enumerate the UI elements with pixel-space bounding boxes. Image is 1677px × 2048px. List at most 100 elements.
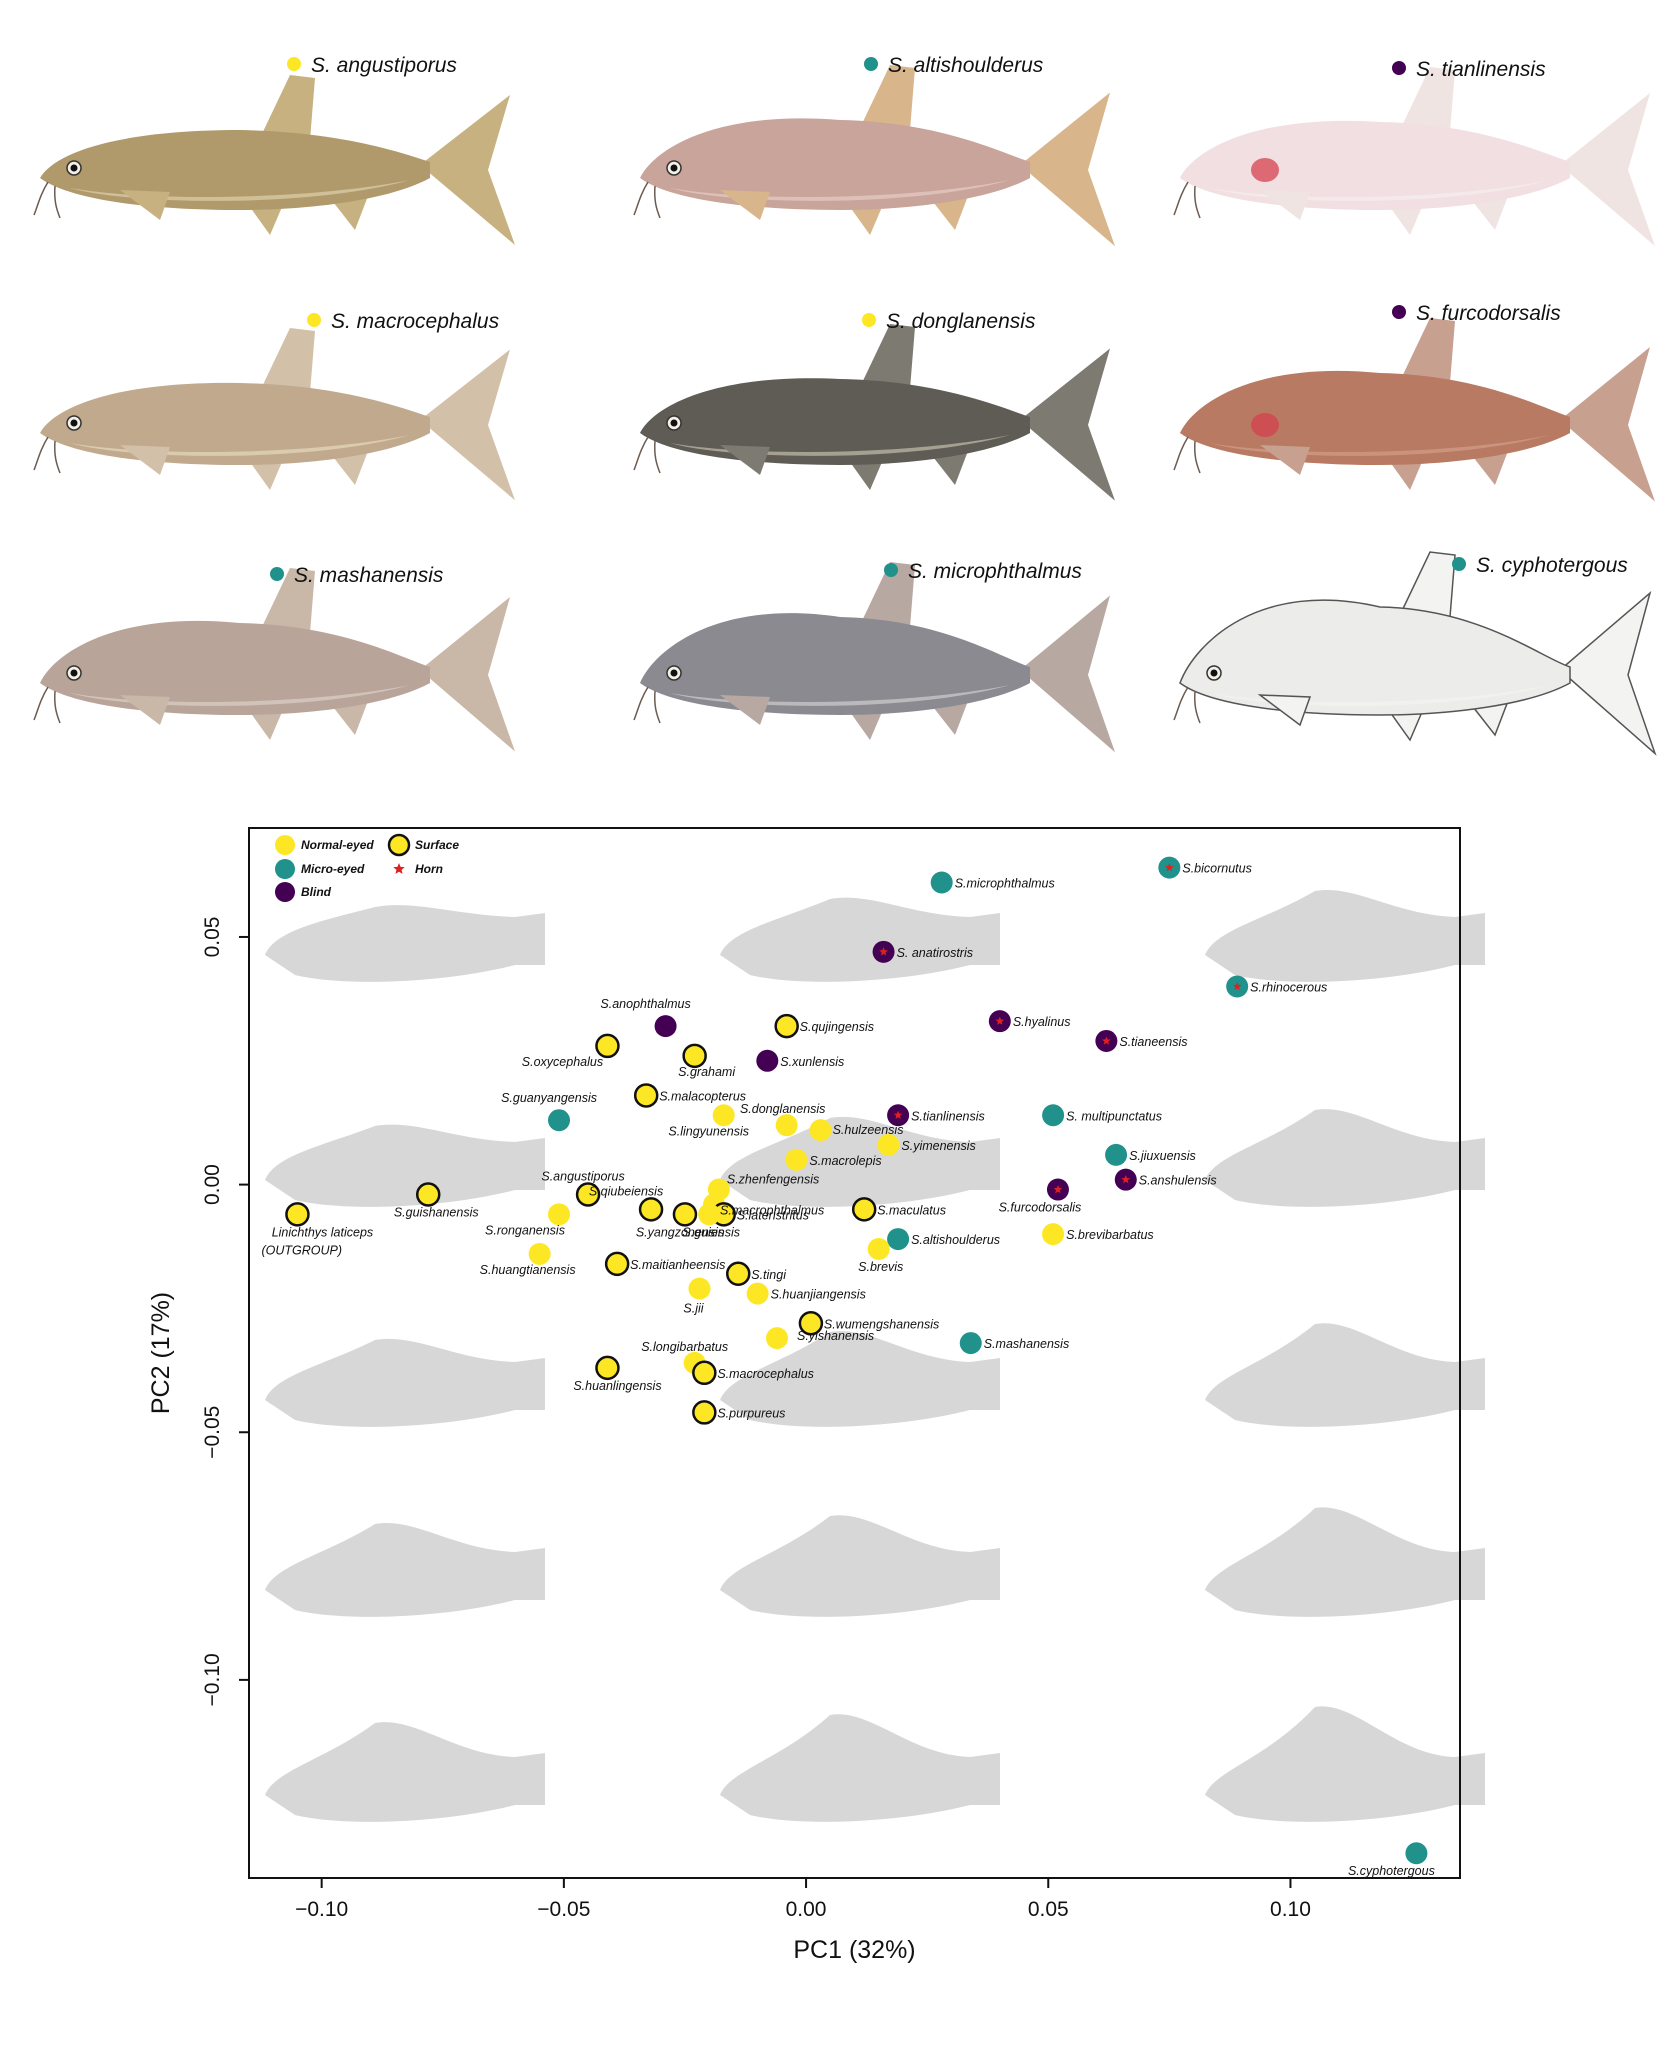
data-point <box>712 1104 735 1127</box>
horn-marker <box>879 947 888 956</box>
legend-marker-blind <box>275 882 295 902</box>
data-point <box>725 1261 751 1287</box>
data-point <box>595 1355 620 1381</box>
x-tick-label: −0.10 <box>295 1898 348 1921</box>
point-label: S.oxycephalus <box>522 1055 603 1069</box>
morphology-outline <box>1205 1706 1485 1822</box>
point-label: S.zhenfengensis <box>727 1173 819 1187</box>
point-label: S.qiubeiensis <box>589 1184 663 1198</box>
status-dot <box>862 313 876 328</box>
point-label: S.tingi <box>751 1268 787 1282</box>
species-name: S. altishoulderus <box>888 54 1044 77</box>
horn-marker <box>995 1016 1005 1025</box>
point-label: S.xunlensis <box>780 1055 844 1069</box>
shape-outlines <box>265 889 1485 1822</box>
x-axis-title: PC1 (32%) <box>793 1936 915 1964</box>
point-label: S.microphthalmus <box>955 876 1055 890</box>
point-label: S.brevibarbatus <box>1066 1228 1154 1242</box>
point-label: S.ronganensis <box>485 1223 565 1237</box>
data-point <box>548 1109 571 1132</box>
morphology-outline <box>265 1338 545 1427</box>
status-dot <box>864 57 878 72</box>
horn-marker <box>893 1110 903 1119</box>
point-label: S.hulzeensis <box>833 1123 904 1137</box>
horn-marker <box>1165 863 1174 872</box>
data-point <box>698 1203 721 1226</box>
morphology-outline <box>720 897 1000 982</box>
point-label: S.altishoulderus <box>911 1233 1000 1247</box>
fish-image-macrocephalus <box>33 328 515 501</box>
data-point <box>692 1400 717 1425</box>
status-dot <box>270 567 284 582</box>
status-dot <box>307 313 321 328</box>
point-label: S.longibarbatus <box>641 1340 728 1354</box>
point-label: S.bicornutus <box>1182 862 1251 876</box>
point-label: S.maculatus <box>877 1203 946 1217</box>
point-label: S.huanjiangensis <box>771 1288 866 1302</box>
point-label: S.tianlinensis <box>911 1109 985 1123</box>
point-label: S.yimenensis <box>901 1139 975 1153</box>
status-dot <box>287 57 301 72</box>
point-label: S.macrophthalmus <box>720 1203 824 1217</box>
point-label: S.yangzonensis <box>636 1225 724 1239</box>
legend-marker-horn <box>393 863 405 874</box>
species-label-altishoulderus: S. altishoulderus <box>864 54 1043 78</box>
species-label-angustiporus: S. angustiporus <box>287 54 457 78</box>
point-label: S.wumengshanensis <box>824 1317 939 1331</box>
x-tick-label: 0.05 <box>1028 1898 1069 1921</box>
legend: Normal-eyed Micro-eyed Blind Surface Horn <box>275 833 459 902</box>
data-point <box>1105 1143 1128 1166</box>
morphology-outline <box>1205 1507 1485 1617</box>
data-point <box>633 1083 659 1108</box>
point-label: S.lingyunensis <box>668 1124 749 1138</box>
data-point <box>930 871 953 894</box>
y-tick-label: −0.10 <box>201 1653 224 1706</box>
point-label: S.malacopterus <box>659 1089 746 1103</box>
y-axis-title: PC2 (17%) <box>147 1292 175 1414</box>
data-point <box>682 1043 707 1069</box>
data-point <box>692 1360 717 1386</box>
data-point <box>672 1202 698 1227</box>
status-dot <box>1392 61 1406 76</box>
point-label: S.hyalinus <box>1013 1015 1071 1029</box>
data-point <box>867 1237 890 1260</box>
horn-marker <box>1232 981 1242 991</box>
data-point <box>285 1202 310 1227</box>
horn-marker <box>1102 1036 1111 1045</box>
morphology-outline <box>265 1523 545 1617</box>
x-tick-label: −0.05 <box>537 1898 590 1921</box>
data-point <box>415 1182 441 1207</box>
morphology-outline <box>720 1714 1000 1822</box>
legend-label-blind: Blind <box>301 885 332 899</box>
point-label: S.macrolepis <box>809 1154 881 1168</box>
species-name: S. furcodorsalis <box>1416 302 1561 325</box>
y-tick-label: 0.05 <box>201 917 224 958</box>
fish-image-furcodorsalis <box>1173 318 1655 502</box>
point-label: S.macrocephalus <box>717 1367 814 1381</box>
horn-marker <box>1121 1175 1131 1184</box>
point-label: Linichthys laticeps <box>272 1225 373 1239</box>
point-label: S.guishanensis <box>394 1206 479 1220</box>
data-point <box>809 1119 832 1142</box>
point-label: S.anshulensis <box>1139 1174 1217 1188</box>
status-dot <box>1392 305 1406 320</box>
data-point <box>959 1332 982 1355</box>
outgroup-note: (OUTGROUP) <box>261 1243 342 1257</box>
data-point <box>654 1015 677 1038</box>
morphology-outline <box>265 905 545 982</box>
x-tick-label: 0.10 <box>1270 1898 1311 1921</box>
data-point <box>1405 1842 1428 1865</box>
species-label-cyphotergous: S. cyphotergous <box>1452 554 1628 578</box>
point-label: S.brevis <box>858 1260 903 1274</box>
data-points <box>285 856 1428 1865</box>
point-label: S.mashanensis <box>984 1337 1069 1351</box>
data-point <box>851 1197 877 1222</box>
data-point <box>1042 1223 1065 1246</box>
point-label: S.guanyangensis <box>501 1091 597 1105</box>
point-label: S.anophthalmus <box>600 997 690 1011</box>
point-label: S.angustiporus <box>541 1170 624 1184</box>
point-label: S.guiensis <box>682 1225 740 1239</box>
point-label: S.rhinocerous <box>1250 980 1327 994</box>
data-point <box>765 1327 788 1350</box>
